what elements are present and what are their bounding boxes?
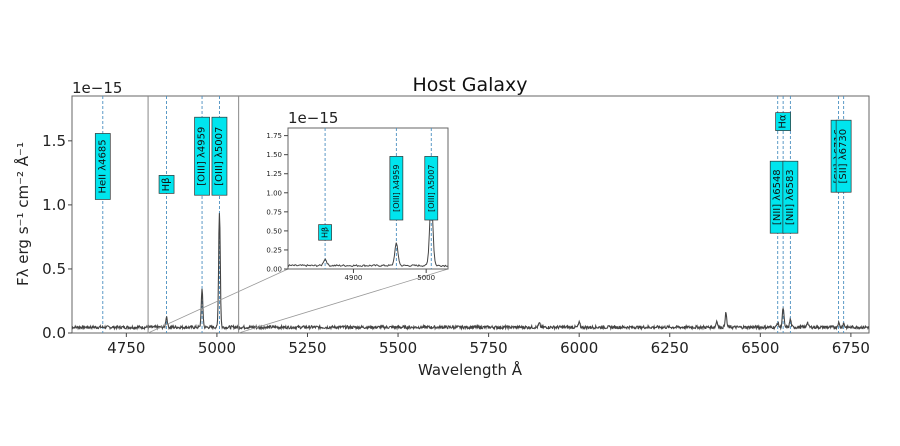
y-tick-label: 0.0 xyxy=(42,324,66,342)
svg-text:[NII] λ6583: [NII] λ6583 xyxy=(785,169,796,225)
inset-y-tick-label: 0.25 xyxy=(266,246,282,254)
y-tick-label: 1.5 xyxy=(42,132,66,150)
inset-plot-frame xyxy=(287,127,449,270)
inset-y-tick-label: 0.00 xyxy=(266,266,282,274)
inset-y-tick-label: 1.00 xyxy=(266,189,282,197)
x-tick-label: 6000 xyxy=(560,339,598,357)
y-tick-label: 0.5 xyxy=(42,260,66,278)
inset-x-tick-label: 5000 xyxy=(417,274,435,282)
inset-y-tick-label: 0.75 xyxy=(266,208,282,216)
x-axis-label: Wavelength Å xyxy=(418,360,523,379)
inset-y-tick-label: 1.25 xyxy=(266,170,282,178)
svg-text:[NII] λ6548: [NII] λ6548 xyxy=(772,169,783,225)
svg-text:[SII] λ6730: [SII] λ6730 xyxy=(838,129,849,184)
svg-text:Hβ: Hβ xyxy=(321,227,330,238)
x-tick-label: 5500 xyxy=(379,339,417,357)
inset-emission-line-label: Hβ xyxy=(318,224,332,241)
emission-line-label: HeII λ4685 xyxy=(94,133,111,200)
emission-line-label: Hα xyxy=(775,112,791,131)
svg-text:[OIII] λ4959: [OIII] λ4959 xyxy=(392,165,401,212)
x-tick-label: 5000 xyxy=(198,339,236,357)
inset-y-tick-label: 1.75 xyxy=(266,132,282,140)
x-tick-label: 4750 xyxy=(107,339,145,357)
inset-y-tick-label: 0.50 xyxy=(266,227,282,235)
svg-text:Hβ: Hβ xyxy=(161,177,172,191)
spectrum-line xyxy=(72,213,869,331)
inset-spectrum-line xyxy=(288,197,448,268)
inset-emission-line-label: [OIII] λ4959 xyxy=(389,156,404,221)
zoom-connector xyxy=(238,268,449,334)
x-tick-label: 6250 xyxy=(651,339,689,357)
svg-text:[OIII] λ5007: [OIII] λ5007 xyxy=(427,165,436,212)
y-offset-text: 1e−15 xyxy=(72,79,122,97)
zoom-guides xyxy=(147,96,449,334)
x-tick-label: 6500 xyxy=(741,339,779,357)
emission-line-label: Hβ xyxy=(158,175,175,194)
emission-line-label: [OIII] λ5007 xyxy=(211,116,228,196)
emission-line-label: [SII] λ6730 xyxy=(835,119,852,193)
svg-text:[OIII] λ5007: [OIII] λ5007 xyxy=(214,127,225,186)
svg-text:Hα: Hα xyxy=(778,114,789,129)
x-tick-label: 6750 xyxy=(832,339,870,357)
y-tick-label: 1.0 xyxy=(42,196,66,214)
x-tick-label: 5250 xyxy=(288,339,326,357)
main-plot-area: HeII λ4685 Hβ [OIII] λ4959 [OIII] λ5007 [NII… xyxy=(42,95,870,357)
inset-y-tick-label: 1.50 xyxy=(266,151,282,159)
inset-y-offset-text: 1e−15 xyxy=(288,109,338,127)
chart-title: Host Galaxy xyxy=(412,74,527,96)
emission-line-label: [OIII] λ4959 xyxy=(194,116,210,196)
svg-text:HeII λ4685: HeII λ4685 xyxy=(97,139,108,193)
inset-plot: Hβ [OIII] λ4959 [OIII] λ5007 4900 5000 0.00 0.… xyxy=(266,109,449,282)
emission-line-label: [NII] λ6583 xyxy=(782,160,799,234)
zoom-connector xyxy=(147,268,289,334)
y-axis-label: Fλ erg s⁻¹ cm⁻² Å⁻¹ xyxy=(13,142,32,286)
inset-x-tick-label: 4900 xyxy=(345,274,363,282)
plot-frame xyxy=(71,95,870,334)
svg-text:[OIII] λ4959: [OIII] λ4959 xyxy=(197,127,208,186)
inset-emission-line-label: [OIII] λ5007 xyxy=(424,156,439,221)
x-tick-label: 5750 xyxy=(470,339,508,357)
